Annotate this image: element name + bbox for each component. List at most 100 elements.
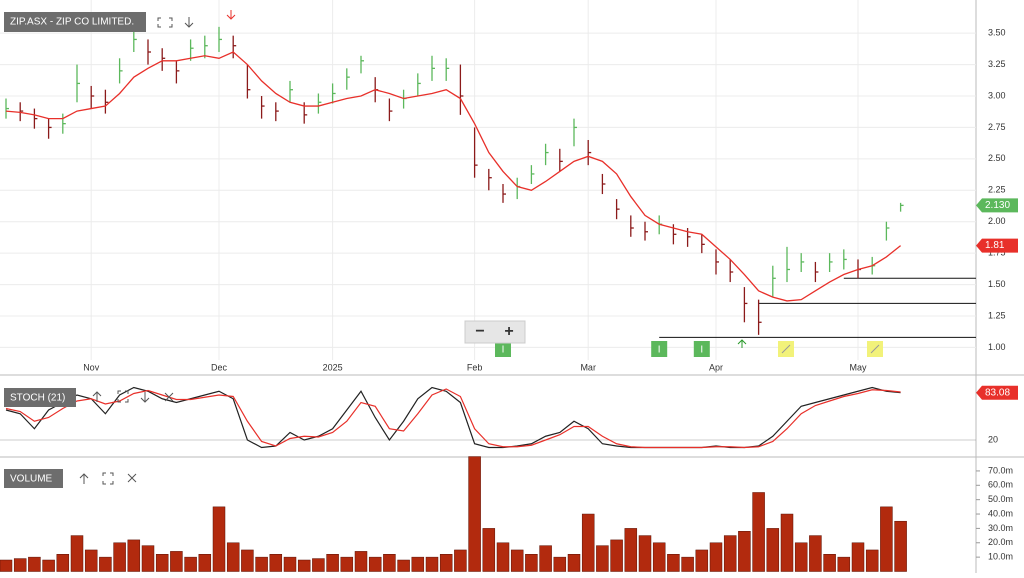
volume-bar [241, 549, 254, 572]
volume-bar [723, 535, 737, 572]
y-tick-label: 20 [988, 434, 998, 444]
x-tick-label: 2025 [323, 362, 343, 372]
x-tick-label: Dec [211, 362, 228, 372]
ma-label-box [976, 238, 1018, 253]
event-marker [651, 341, 668, 357]
volume-bar [610, 539, 623, 572]
price-label: 2.130 [985, 200, 1010, 211]
toolbar-icons[interactable] [157, 17, 194, 28]
volume-bar [681, 556, 694, 572]
volume-bar [56, 554, 70, 572]
chart-title: ZIP.ASX - ZIP CO LIMITED. [10, 17, 134, 28]
x-tick-label: May [849, 362, 867, 372]
volume-bar [127, 539, 141, 572]
volume-bar [596, 545, 609, 572]
y-tick-label: 40.0m [988, 508, 1013, 518]
volume-bar [439, 554, 453, 572]
volume-bar [184, 556, 197, 572]
volume-bar [553, 556, 567, 572]
volume-bar [340, 556, 354, 572]
stoch-label-box [976, 385, 1018, 400]
y-tick-label: 20.0m [988, 537, 1013, 547]
volume-bar [496, 542, 510, 572]
volume-bar [198, 554, 212, 572]
y-tick-label: 2.75 [988, 122, 1006, 132]
volume-bar [226, 542, 240, 572]
volume-bar [425, 556, 439, 572]
ma-label: 1.81 [985, 240, 1005, 251]
volume-bar [667, 554, 680, 572]
note-pencil [781, 344, 791, 354]
volume-bar [766, 528, 780, 572]
event-marker [495, 341, 511, 357]
title-box [4, 469, 63, 488]
volume-bar [13, 558, 27, 572]
volume-bar [865, 549, 879, 572]
y-tick-label: 3.00 [988, 90, 1006, 100]
volume-bar [283, 556, 297, 572]
price-label-box [976, 198, 1018, 213]
volume-bar [0, 559, 13, 572]
volume-bar [383, 554, 396, 572]
volume-bar [42, 559, 55, 572]
y-tick-label: 1.50 [988, 279, 1006, 289]
y-tick-label: 30.0m [988, 523, 1013, 533]
y-tick-label: 10.0m [988, 552, 1013, 562]
volume-bar [809, 535, 822, 572]
y-tick-label: 50.0m [988, 494, 1013, 504]
event-marker [693, 341, 710, 357]
volume-bar [84, 549, 98, 572]
volume-bar [738, 531, 751, 572]
volume-bar [880, 506, 893, 572]
volume-bar [752, 492, 765, 572]
signal-arrow [226, 10, 236, 20]
title-box [4, 388, 76, 407]
stoch-icons[interactable] [92, 390, 174, 403]
volume-bar [652, 542, 666, 572]
event-marker-label: I [700, 345, 703, 356]
x-tick-label: Nov [83, 362, 100, 372]
y-tick-label: 1.25 [988, 310, 1006, 320]
note-pencil [870, 344, 880, 354]
y-tick-label: 60.0m [988, 480, 1013, 490]
volume-bar [397, 559, 410, 572]
x-tick-label: Apr [709, 362, 723, 372]
event-marker-label: I [502, 345, 505, 356]
volume-bar [780, 513, 794, 572]
x-tick-label: Feb [467, 362, 483, 372]
y-tick-label: 1.00 [988, 342, 1006, 352]
zoom-in[interactable]: + [504, 323, 513, 340]
volume-bar [823, 554, 836, 572]
y-tick-label: 2.25 [988, 185, 1006, 195]
volume-bar [468, 456, 481, 572]
volume-bar [510, 549, 524, 572]
stoch-line [5, 388, 901, 449]
volume-bar [28, 556, 41, 572]
volume-bar [297, 559, 311, 572]
title-box [4, 12, 146, 32]
volume-bar [212, 506, 226, 572]
volume-icons[interactable] [79, 472, 137, 485]
y-tick-label: 2.00 [988, 216, 1006, 226]
volume-bar [368, 556, 382, 572]
volume-bar [269, 554, 283, 572]
volume-bar [539, 545, 552, 572]
zoom-out[interactable]: − [475, 323, 484, 340]
volume-bar [638, 535, 652, 572]
x-tick-label: Mar [580, 362, 596, 372]
volume-title: VOLUME [10, 474, 53, 485]
volume-bar [709, 542, 723, 572]
volume-bar [837, 556, 851, 572]
volume-bar [113, 542, 126, 572]
y-tick-label: 2.50 [988, 153, 1006, 163]
zoom-controls [464, 320, 526, 344]
volume-bar [312, 558, 325, 572]
event-marker-label: I [658, 345, 661, 356]
volume-bar [70, 535, 84, 572]
y-tick-label: 70.0m [988, 465, 1013, 475]
volume-bar [482, 528, 496, 572]
volume-bar [170, 551, 183, 572]
